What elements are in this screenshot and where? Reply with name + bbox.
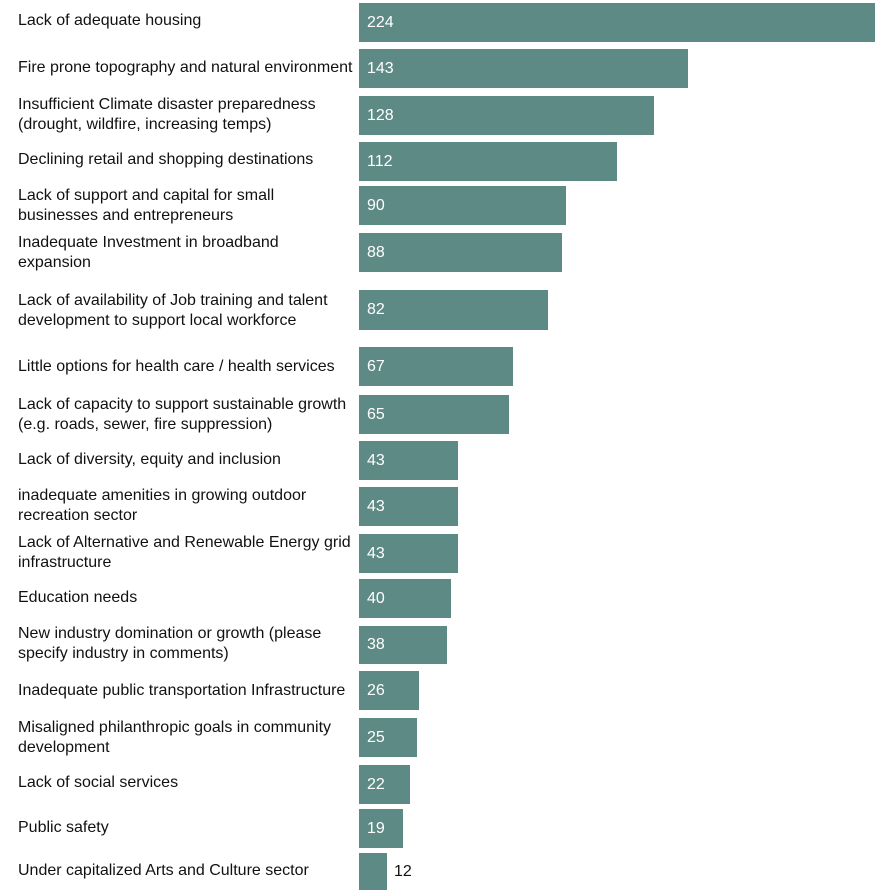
bar [359,3,875,42]
data-label: 19 [367,820,385,837]
category-label: Education needs [18,588,138,606]
data-label: 90 [367,197,385,214]
bar [359,395,509,434]
bar [359,534,458,573]
data-label: 26 [367,682,385,699]
data-label: 88 [367,244,385,261]
category-label: Lack of Alternative and Renewable Energy… [18,533,351,572]
bar [359,347,513,386]
category-label: Lack of capacity to support sustainable … [18,395,347,434]
category-label: Fire prone topography and natural enviro… [18,58,353,76]
bar [359,142,617,181]
category-label: Under capitalized Arts and Culture secto… [18,861,309,879]
data-label: 43 [367,498,385,515]
bar [359,96,654,135]
category-label: Misaligned philanthropic goals in commun… [18,718,332,757]
bar [359,765,410,804]
bar [359,233,562,272]
category-label: Insufficient Climate disaster preparedne… [18,95,316,134]
data-label: 65 [367,406,385,423]
bar [359,186,566,225]
category-label: Declining retail and shopping destinatio… [18,150,314,168]
data-label: 224 [367,14,394,31]
data-label: 43 [367,545,385,562]
bar [359,626,447,664]
bar [359,290,548,330]
data-label: 143 [367,60,394,77]
category-label: New industry domination or growth (pleas… [18,624,322,663]
data-label: 43 [367,452,385,469]
bar [359,718,417,757]
category-label: Lack of diversity, equity and inclusion [18,450,281,468]
data-label: 82 [367,301,385,318]
bar [359,441,458,480]
bar [359,853,387,890]
category-label: Inadequate public transportation Infrast… [18,681,346,699]
bar [359,579,451,618]
category-label: Lack of social services [18,773,179,791]
data-label: 112 [367,153,393,170]
data-label: 38 [367,636,385,653]
bar [359,49,688,88]
bar [359,809,403,848]
category-label: Lack of availability of Job training and… [18,291,328,330]
category-label: inadequate amenities in growing outdoor … [18,486,307,525]
category-label: Public safety [18,818,109,836]
data-label: 67 [367,358,385,375]
category-label: Inadequate Investment in broadband expan… [18,233,279,272]
category-label: Little options for health care / health … [18,357,335,375]
data-label: 22 [367,776,385,793]
data-label: 128 [367,107,394,124]
data-label: 25 [367,729,385,746]
bar [359,671,419,710]
data-label: 12 [394,863,412,880]
data-label: 40 [367,590,385,607]
category-label: Lack of support and capital for small bu… [18,186,275,225]
bar [359,487,458,526]
category-label: Lack of adequate housing [18,11,202,29]
